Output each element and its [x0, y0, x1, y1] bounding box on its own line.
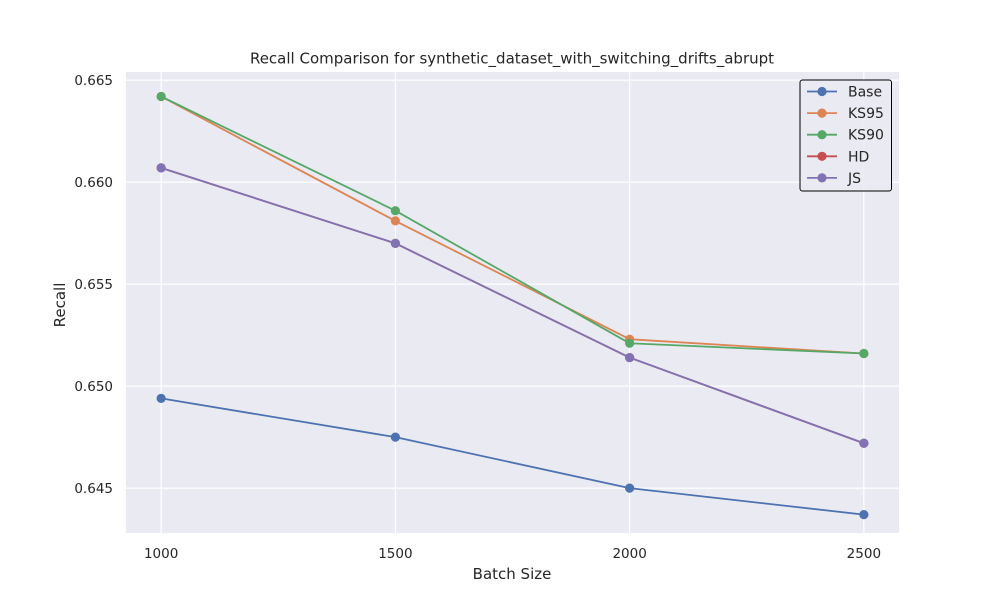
legend-box — [799, 79, 892, 192]
legend-item-ks90: KS90 — [807, 128, 884, 144]
chart-title: Recall Comparison for synthetic_dataset_… — [250, 50, 774, 69]
series-base — [156, 393, 869, 520]
legend-item-ks95: KS95 — [807, 106, 884, 122]
data-point-ks90 — [390, 206, 400, 216]
data-point-ks90 — [156, 91, 166, 102]
legend-item-hd: HD — [807, 149, 869, 165]
series-line-ks90 — [160, 95, 864, 355]
y-tick-label: 0.655 — [74, 277, 113, 293]
y-tick-label: 0.660 — [74, 175, 113, 191]
legend-label: JS — [847, 171, 861, 187]
x-tick-label: 2500 — [847, 546, 881, 562]
data-point-ks95 — [390, 216, 400, 226]
data-point-base — [390, 432, 400, 442]
legend-swatch-marker — [817, 173, 827, 183]
series-lines — [156, 91, 869, 520]
y-tick-label: 0.650 — [74, 379, 113, 395]
data-point-base — [625, 483, 635, 493]
series-ks90 — [156, 91, 869, 359]
legend-swatch-marker — [817, 108, 827, 118]
series-js — [156, 163, 869, 448]
series-line-base — [160, 397, 864, 516]
legend-item-base: Base — [807, 85, 882, 101]
legend-item-js: JS — [807, 171, 861, 187]
legend-label: KS95 — [848, 106, 884, 122]
y-axis-label: Recall — [51, 283, 69, 328]
data-point-js — [390, 238, 400, 248]
legend-label: Base — [848, 85, 882, 101]
y-tick-label: 0.645 — [74, 481, 113, 497]
tick-labels: 1000 1500 2000 2500 0.645 0.650 0.655 0.660 0.66… — [74, 73, 881, 562]
series-line-ks95 — [160, 95, 864, 355]
data-point-js — [859, 438, 869, 448]
plot-background — [126, 72, 899, 533]
legend-label: KS90 — [848, 128, 884, 144]
x-axis-label: Batch Size — [473, 565, 552, 583]
data-point-ks90 — [859, 348, 869, 359]
grid-lines — [126, 72, 899, 533]
y-tick-label: 0.665 — [74, 73, 113, 89]
data-point-js — [156, 163, 166, 173]
legend-label: HD — [848, 149, 869, 165]
legend-swatch-marker — [817, 151, 827, 161]
legend-swatch-marker — [817, 86, 827, 97]
legend-swatch-marker — [817, 130, 827, 140]
x-tick-label: 2000 — [612, 546, 646, 562]
data-point-base — [859, 510, 869, 520]
legend: Base KS95 KS90 HD JS — [799, 79, 892, 192]
x-tick-label: 1000 — [144, 546, 178, 562]
data-point-base — [156, 393, 166, 403]
series-line-js — [160, 167, 865, 445]
x-tick-label: 1500 — [378, 546, 412, 562]
data-point-ks90 — [625, 338, 635, 348]
data-point-js — [625, 352, 635, 363]
